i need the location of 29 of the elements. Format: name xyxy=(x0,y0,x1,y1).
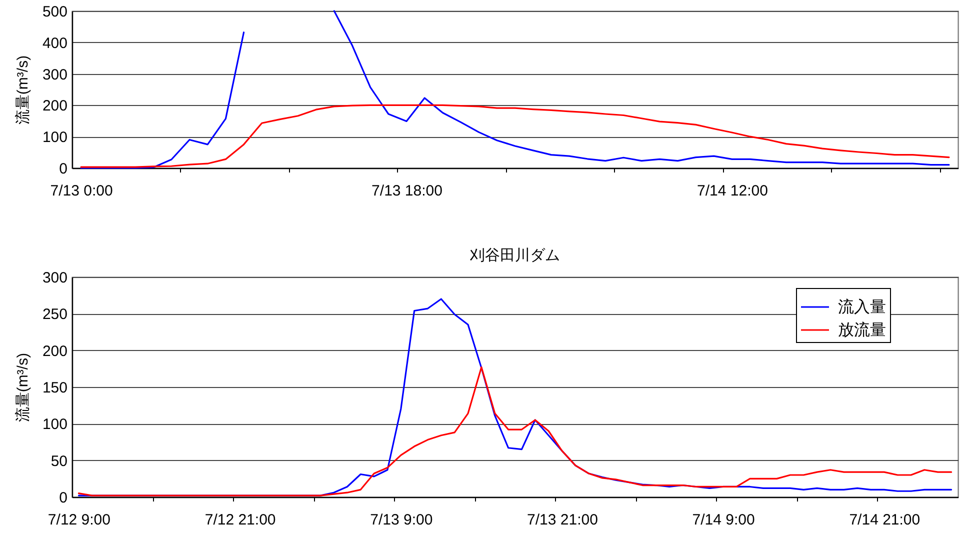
chart-title: 刈谷田川ダム xyxy=(469,247,560,264)
y-tick-label: 500 xyxy=(42,4,68,20)
y-tick-label: 100 xyxy=(42,416,68,434)
x-tick-label: 7/13 0:00 xyxy=(50,182,113,200)
x-tick-label: 7/13 18:00 xyxy=(372,182,442,200)
y-tick-label: 200 xyxy=(42,342,68,360)
y-tick-label: 300 xyxy=(42,66,68,84)
x-tick-label: 7/14 9:00 xyxy=(692,512,755,528)
y-tick-label: 250 xyxy=(42,306,68,324)
line-series xyxy=(78,366,952,496)
y-tick-label: 0 xyxy=(59,490,68,506)
y-axis-title: 流量(m³/s) xyxy=(14,352,32,422)
legend-label: 流入量 xyxy=(838,298,886,316)
x-tick-label: 7/14 12:00 xyxy=(697,182,768,200)
y-tick-label: 200 xyxy=(42,98,68,115)
y-tick-label: 50 xyxy=(50,452,68,470)
y-tick-label: 400 xyxy=(42,34,68,52)
y-axis-title: 流量(m³/s) xyxy=(14,55,32,125)
legend-label: 放流量 xyxy=(838,321,886,339)
y-tick-label: 0 xyxy=(59,160,68,178)
y-tick-label: 150 xyxy=(42,380,68,396)
x-tick-label: 7/12 9:00 xyxy=(48,512,110,528)
y-tick-label: 100 xyxy=(42,129,68,146)
x-tick-label: 7/12 21:00 xyxy=(204,512,276,528)
line-series xyxy=(80,104,950,168)
y-tick-label: 300 xyxy=(42,270,68,286)
x-tick-label: 7/14 21:00 xyxy=(849,512,920,528)
x-tick-label: 7/13 21:00 xyxy=(527,512,598,528)
x-tick-label: 7/13 9:00 xyxy=(370,512,433,528)
